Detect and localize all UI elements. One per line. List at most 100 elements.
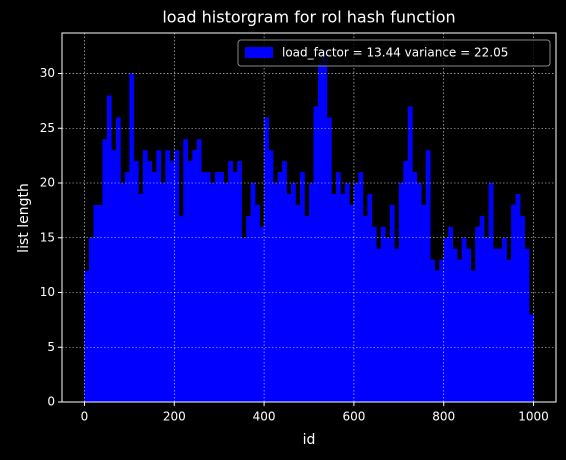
bar [295,204,301,402]
bar [151,172,157,402]
bar [205,172,211,402]
bar [250,183,256,402]
bar [479,215,485,402]
bar [484,237,489,402]
bar [448,226,454,402]
bar [326,117,332,402]
bar [452,248,458,402]
bar [97,204,103,402]
bar [376,248,382,402]
y-tick-label: 0 [47,395,55,409]
bar [380,226,386,402]
bar [183,139,189,402]
bar [322,51,328,402]
y-tick-label: 25 [40,121,55,135]
bar [129,73,135,402]
bar [102,139,108,402]
bar [156,150,162,402]
bar [228,161,233,402]
x-tick-label: 600 [342,410,365,424]
bar [88,237,94,402]
bar [268,150,274,402]
y-axis-label: list length [16,183,32,253]
bar [124,172,130,402]
bar [443,237,449,402]
bar [520,215,525,402]
bar [273,183,278,402]
bar [439,259,445,402]
bar [246,215,251,402]
chart-title: load historgram for rol hash function [162,8,455,27]
bar [412,172,418,402]
y-tick-label: 5 [47,340,55,354]
bar [111,150,117,402]
bar [286,193,292,402]
bar [335,172,341,402]
bar [174,150,180,402]
bar [169,161,175,402]
y-tick-label: 10 [40,285,55,299]
bar [493,248,498,402]
bar [201,172,207,402]
bar [255,204,260,402]
bar [84,270,90,402]
bar [524,248,530,402]
bar [313,106,319,403]
bar [331,193,337,402]
bar [277,172,283,402]
bar [457,259,462,402]
bar [187,161,193,402]
bar [367,193,373,402]
y-tick-label: 15 [40,230,55,244]
bar [497,248,503,402]
bar [502,237,507,402]
x-tick-label: 1000 [518,410,549,424]
bar [394,248,400,402]
bar [425,150,431,402]
plot-frame [61,32,557,403]
bar [264,117,269,402]
bar [142,150,148,402]
bar [461,237,467,402]
bar [385,237,391,402]
bar [147,161,153,402]
bar [165,150,171,402]
bar [192,150,198,402]
bar [340,193,346,402]
bar [317,62,323,403]
bar [304,215,310,402]
bar [223,183,229,402]
x-tick-label: 0 [81,410,89,424]
bar [506,259,512,402]
bar [488,183,494,402]
bar [93,204,99,402]
x-tick-label: 800 [432,410,455,424]
bar [282,161,287,402]
bar [219,172,224,402]
x-tick-label: 400 [253,410,276,424]
bar [466,248,471,402]
x-tick-label: 200 [163,410,186,424]
bar [106,95,112,402]
legend-box [237,39,551,67]
bar [470,270,476,402]
bar [344,183,350,402]
bar [475,226,480,402]
bar [430,259,436,402]
bar [371,226,377,402]
bar [115,117,121,402]
bar [196,139,202,402]
bar [232,172,238,402]
bar [511,204,516,402]
bar [349,204,355,402]
y-tick-label: 20 [40,176,55,190]
bar [407,106,413,403]
y-tick-label: 30 [40,66,55,80]
bar [403,161,409,402]
bar [300,172,305,402]
bar [398,183,404,402]
bar [138,193,144,402]
bar [362,215,368,402]
bar [214,172,220,402]
